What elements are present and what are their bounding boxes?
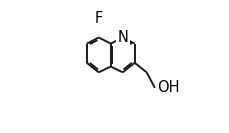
Text: F: F (94, 11, 102, 26)
Text: N: N (117, 30, 128, 45)
Text: OH: OH (157, 80, 179, 95)
